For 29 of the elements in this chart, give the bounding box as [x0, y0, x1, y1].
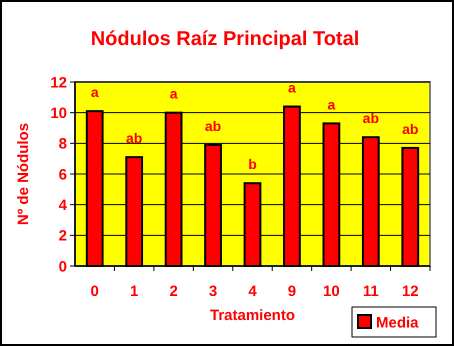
- x-tick-label: 0: [90, 283, 99, 300]
- data-label: a: [327, 96, 336, 112]
- data-label: a: [170, 86, 178, 102]
- chart-title: Nódulos Raíz Principal Total: [90, 28, 360, 50]
- y-tick-label: 8: [58, 136, 67, 153]
- y-tick-label: 2: [58, 228, 67, 245]
- x-tick-label: 1: [130, 283, 138, 300]
- x-tick-label: 10: [323, 283, 340, 300]
- y-tick-label: 6: [58, 166, 67, 184]
- y-tick-label: 0: [58, 258, 67, 276]
- data-label: ab: [204, 118, 222, 134]
- y-tick-label: 4: [58, 196, 68, 214]
- legend-label: Media: [376, 314, 420, 332]
- x-tick-label: 12: [402, 283, 419, 300]
- x-axis-title: Tratamiento: [210, 307, 296, 324]
- x-tick-label: 11: [362, 283, 379, 300]
- x-tick-label: 2: [169, 283, 178, 300]
- data-label: ab: [362, 110, 380, 126]
- data-label: ab: [402, 120, 418, 137]
- x-tick-label: 4: [248, 283, 258, 300]
- y-tick-label: 12: [50, 74, 67, 92]
- x-tick-label: 9: [288, 283, 296, 300]
- data-label: ab: [126, 130, 142, 146]
- y-axis-title: Nº de Nódulos: [15, 122, 32, 226]
- y-tick-label: 10: [50, 104, 67, 122]
- data-label: a: [288, 80, 296, 96]
- x-tick-label: 3: [208, 283, 218, 300]
- data-label: b: [248, 156, 257, 172]
- data-label: a: [90, 84, 99, 100]
